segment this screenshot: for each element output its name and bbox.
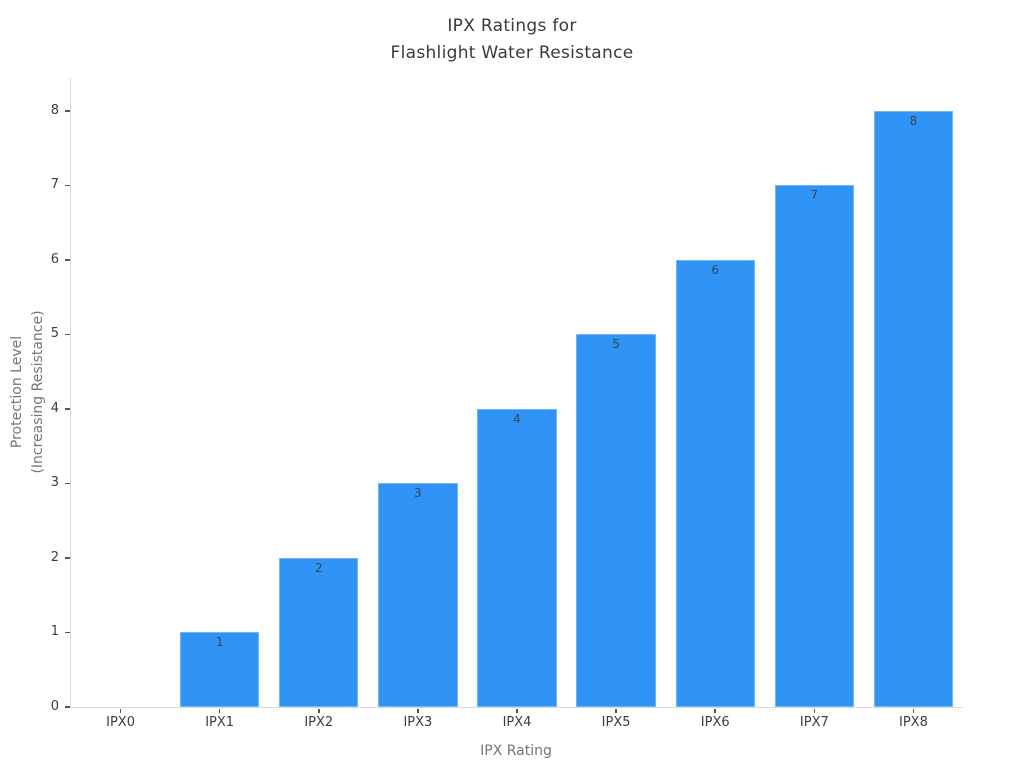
y-tick-mark [65,184,70,187]
bar-ipx6: 6 [675,259,755,707]
x-tick-label-ipx3: IPX3 [403,715,433,730]
x-tick-mark [912,708,915,713]
y-tick-label: 3 [50,475,59,491]
y-tick-mark [65,333,70,336]
x-tick-label-ipx6: IPX6 [700,715,730,730]
x-axis-label: IPX Rating [480,743,552,759]
y-tick-label: 2 [50,549,59,565]
x-tick-mark [615,708,617,713]
y-tick-mark [65,408,70,410]
x-tick-mark [417,708,419,713]
y-tick-mark [65,482,70,485]
x-tick-label-ipx7: IPX7 [799,715,829,730]
x-tick-mark [714,708,716,713]
x-tick-label-ipx5: IPX5 [601,715,631,730]
x-tick-mark [318,708,320,713]
bar-value-label: 2 [314,560,323,575]
bar-value-label: 8 [909,113,918,128]
y-tick-mark [65,110,70,112]
bar-ipx1: 1 [180,632,260,707]
y-tick-mark [65,706,70,708]
bar-ipx3: 3 [378,483,458,707]
bar-value-label: 4 [513,411,521,426]
x-tick-mark [516,708,518,713]
bar-value-label: 3 [414,486,422,501]
y-tick-label: 1 [50,624,59,640]
x-tick-label-ipx0: IPX0 [106,715,135,730]
x-tick-mark [119,708,122,713]
plot-area: 0 1 2 3 4 5 6 7 8 IPX0 IPX1 IPX2 IPX3 IPX4 IPX5 IPX6 IP… [51,78,963,730]
bar-ipx7: 7 [774,185,854,707]
y-tick-mark [65,631,70,634]
x-tick-label-ipx2: IPX2 [304,715,334,730]
y-tick-mark [65,557,70,559]
chart-title: IPX Ratings for Flashlight Water Resista… [390,16,634,63]
bar-ipx5: 5 [576,334,656,707]
x-tick-label-ipx8: IPX8 [899,715,928,730]
y-tick-label: 0 [50,699,59,714]
bar-value-label: 6 [711,262,720,277]
bar-ipx8: 8 [873,110,954,707]
x-tick-label-ipx1: IPX1 [205,715,235,730]
y-tick-label: 4 [50,400,59,416]
bar-value-label: 7 [810,188,819,203]
x-tick-mark [218,708,221,713]
bar-ipx2: 2 [279,557,359,707]
y-tick-label: 5 [50,326,59,342]
x-tick-label-ipx4: IPX4 [502,715,532,730]
y-tick-mark [65,259,70,261]
y-tick-label: 8 [50,102,59,118]
bar-value-label: 5 [612,337,620,352]
bar-ipx4: 4 [477,408,557,707]
y-tick-label: 6 [50,251,59,267]
x-tick-mark [813,708,816,713]
y-tick-label: 7 [50,177,59,193]
bar-value-label: 1 [215,635,224,650]
